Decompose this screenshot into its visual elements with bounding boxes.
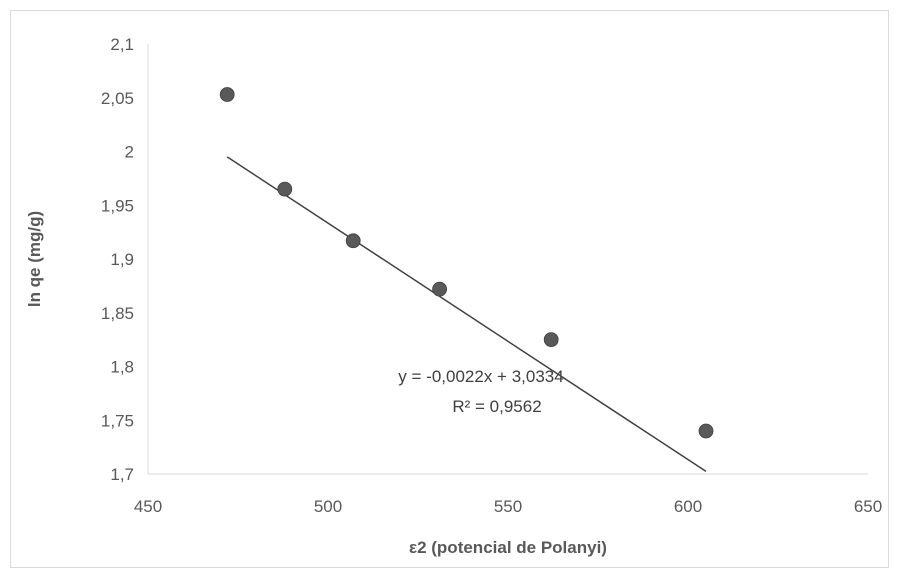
data-point <box>277 181 293 197</box>
x-tick-label: 450 <box>134 497 162 516</box>
x-axis-title: ε2 (potencial de Polanyi) <box>409 538 607 557</box>
data-point <box>432 281 448 297</box>
x-tick-labels: 450 500 550 600 650 <box>134 497 882 516</box>
x-tick-label: 550 <box>494 497 522 516</box>
y-tick-label: 2,05 <box>101 89 134 108</box>
y-tick-labels: 1,7 1,75 1,8 1,85 1,9 1,95 2 2,05 2,1 <box>101 35 134 484</box>
chart-area <box>10 10 889 568</box>
y-axis-title: ln qe (mg/g) <box>25 211 44 307</box>
y-tick-label: 1,8 <box>110 358 134 377</box>
data-points <box>219 87 714 439</box>
x-tick-label: 650 <box>854 497 882 516</box>
trendline-r-squared: R² = 0,9562 <box>452 397 541 416</box>
y-tick-label: 1,9 <box>110 250 134 269</box>
data-point <box>219 87 235 102</box>
y-tick-label: 1,7 <box>110 465 134 484</box>
trendline-equation: y = -0,0022x + 3,0334 <box>398 367 563 386</box>
x-tick-label: 600 <box>674 497 702 516</box>
x-tick-label: 500 <box>314 497 342 516</box>
y-tick-label: 2,1 <box>110 35 134 54</box>
data-point <box>543 332 559 348</box>
y-tick-label: 1,95 <box>101 196 134 215</box>
y-tick-label: 1,85 <box>101 304 134 323</box>
data-point <box>345 233 361 249</box>
trendline <box>226 156 707 473</box>
data-point <box>698 423 714 439</box>
y-tick-label: 1,75 <box>101 411 134 430</box>
y-tick-label: 2 <box>125 143 134 162</box>
axes <box>147 44 868 475</box>
